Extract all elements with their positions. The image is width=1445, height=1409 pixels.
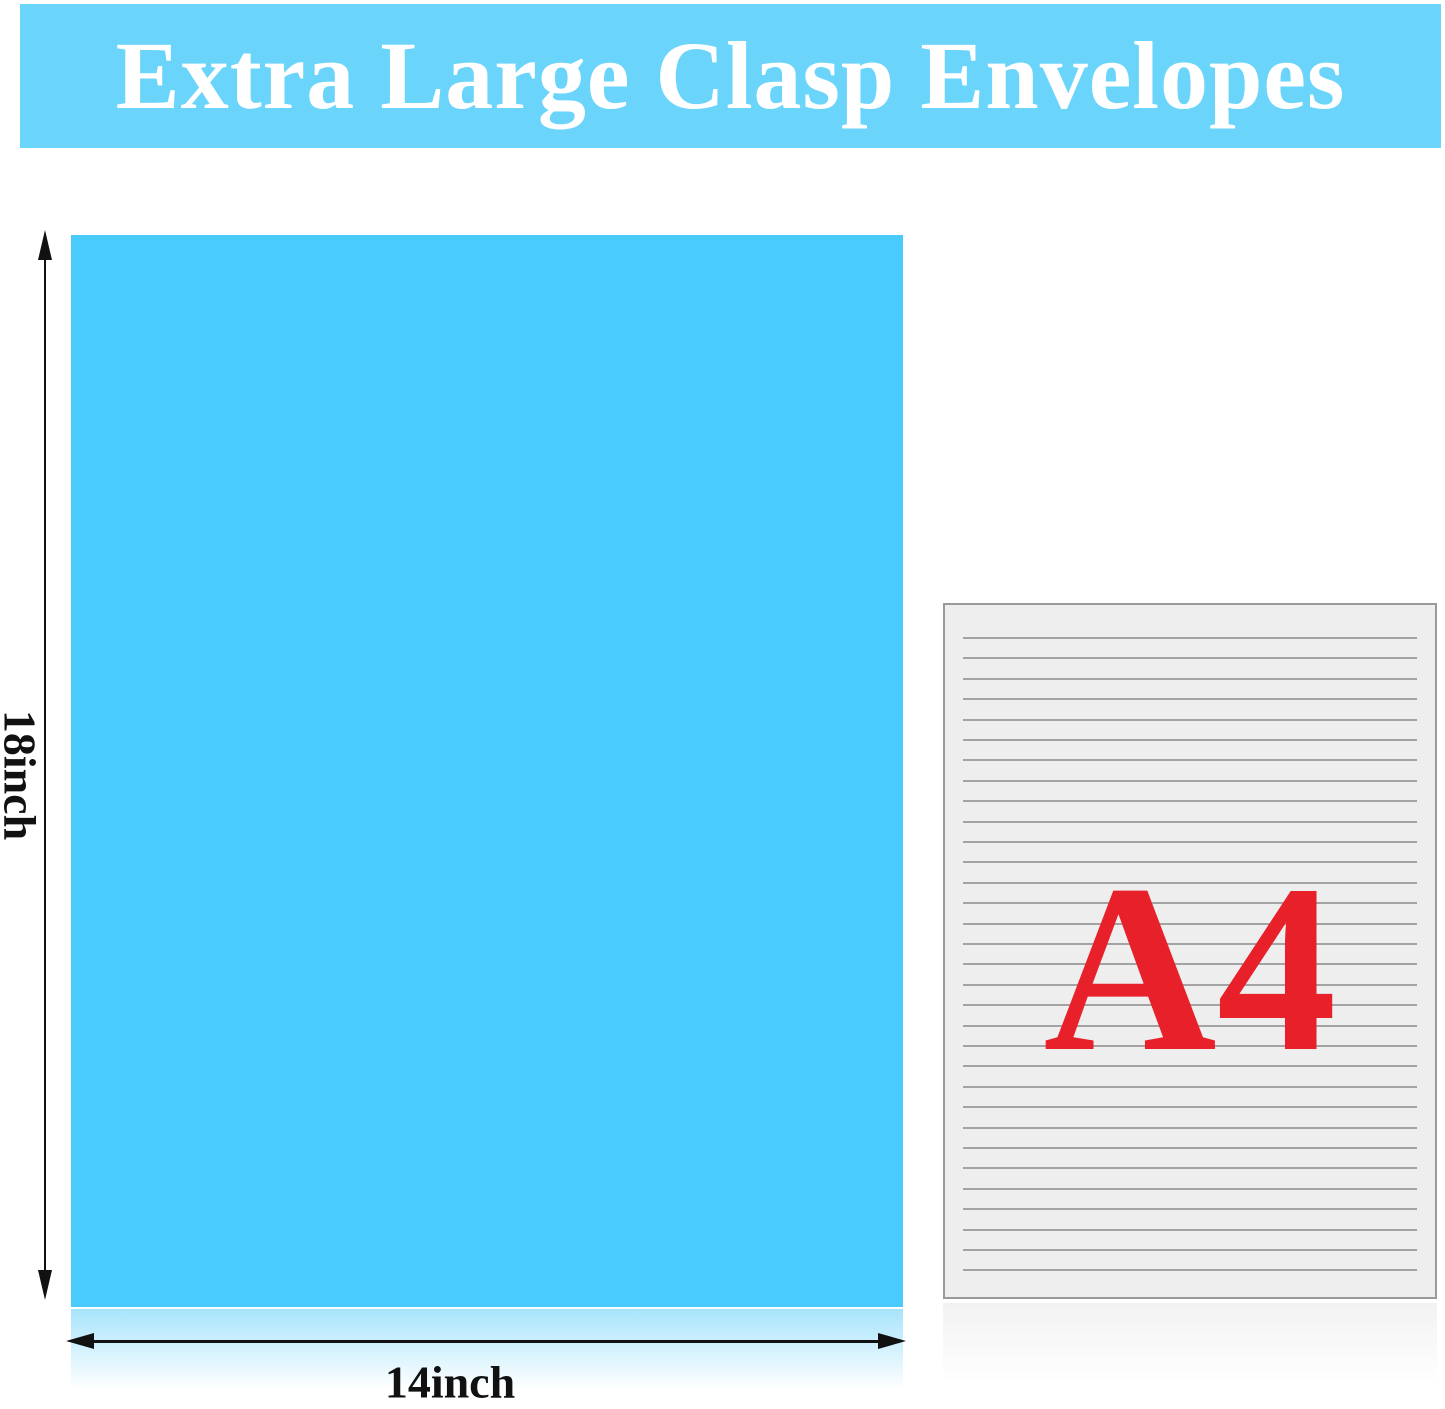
- ruled-line: [963, 800, 1417, 803]
- ruled-line: [963, 1208, 1417, 1211]
- ruled-line: [963, 1126, 1417, 1129]
- ruled-line: [963, 1004, 1417, 1007]
- ruled-line: [963, 779, 1417, 782]
- a4-paper-illustration: [943, 603, 1437, 1299]
- ruled-line: [963, 657, 1417, 660]
- ruled-line: [963, 881, 1417, 884]
- ruled-line: [963, 1106, 1417, 1109]
- ruled-line: [963, 1045, 1417, 1047]
- arrow-down-icon: [38, 1270, 52, 1300]
- ruled-line: [963, 943, 1417, 945]
- ruled-line: [963, 861, 1417, 864]
- ruled-line: [963, 698, 1417, 701]
- arrow-right-icon: [878, 1333, 906, 1349]
- ruled-line: [963, 1167, 1417, 1170]
- ruled-line: [963, 739, 1417, 741]
- ruled-line: [963, 902, 1417, 905]
- ruled-line: [963, 759, 1417, 762]
- ruled-line: [963, 841, 1417, 843]
- ruled-line: [963, 820, 1417, 823]
- ruled-line: [963, 1024, 1417, 1027]
- title: Extra Large Clasp Envelopes: [115, 22, 1346, 129]
- a4-reflection: [943, 1303, 1437, 1383]
- ruled-line: [963, 1187, 1417, 1190]
- ruled-line: [963, 637, 1417, 639]
- ruled-line: [963, 1085, 1417, 1088]
- ruled-line: [963, 1147, 1417, 1149]
- height-label: 18inch: [0, 709, 46, 841]
- title-banner: Extra Large Clasp Envelopes: [20, 4, 1441, 148]
- ruled-line: [963, 1249, 1417, 1251]
- ruled-line: [963, 677, 1417, 680]
- arrow-up-icon: [38, 230, 52, 260]
- ruled-line: [963, 1269, 1417, 1272]
- ruled-line: [963, 1065, 1417, 1068]
- envelope-illustration: [71, 235, 903, 1307]
- arrow-left-icon: [66, 1333, 94, 1349]
- a4-label: A4: [1043, 835, 1337, 1101]
- ruled-line: [963, 983, 1417, 986]
- envelope-reflection: [71, 1309, 903, 1389]
- width-dimension-line: [75, 1340, 900, 1343]
- ruled-line: [963, 963, 1417, 966]
- height-dimension-line: [44, 240, 46, 1290]
- ruled-line: [963, 1228, 1417, 1231]
- ruled-line: [963, 922, 1417, 925]
- ruled-line: [963, 718, 1417, 721]
- width-label: 14inch: [384, 1356, 516, 1408]
